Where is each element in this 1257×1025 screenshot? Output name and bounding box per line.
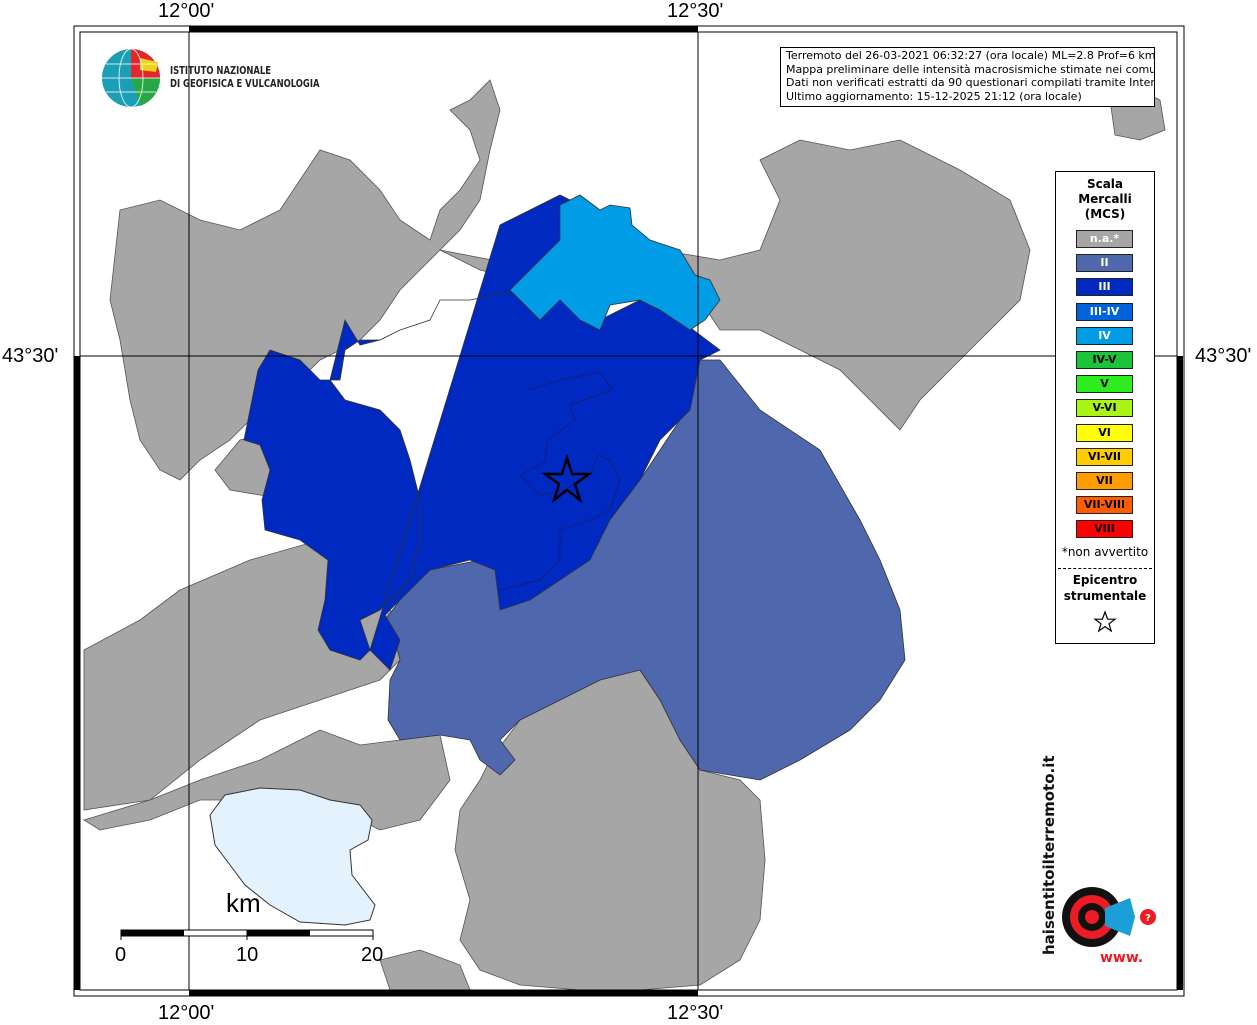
event-info-line4: Ultimo aggiornamento: 15-12-2025 21:12 (… (786, 89, 1082, 103)
scale-label-0: 0 (115, 944, 127, 966)
legend-swatch-iv-v: IV-V (1076, 351, 1133, 369)
haisentito-logo-icon: ? (1062, 887, 1156, 947)
institute-name: ISTITUTO NAZIONALE DI GEOFISICA E VULCAN… (170, 64, 319, 90)
mcs-legend: Scala Mercalli (MCS) n.a.* II III III-IV IV I… (1055, 171, 1155, 644)
legend-swatch-iii-iv: III-IV (1076, 302, 1133, 321)
legend-swatch-vii: VII (1076, 472, 1133, 490)
lat-label-left: 43°30' (2, 345, 59, 367)
legend-swatch-iii: III (1076, 278, 1133, 297)
legend-swatch-vi: VI (1076, 423, 1133, 442)
legend-title: Scala Mercalli (MCS) (1056, 177, 1154, 222)
event-info-line1: Terremoto del 26-03-2021 06:32:27 (ora l… (786, 49, 1155, 62)
brand-text: haisentitoilterremoto.it (1040, 755, 1058, 955)
gray-areas (83, 79, 1166, 991)
epicenter-star-icon (541, 453, 593, 504)
event-info-box: Terremoto del 26-03-2021 06:32:27 (ora l… (780, 47, 1155, 107)
legend-epicenter-line1: Epicentro (1072, 573, 1138, 587)
legend-swatch-vii-viii: VII-VIII (1076, 496, 1133, 515)
lon-label-bottom-left: 12°00' (158, 1002, 215, 1024)
scale-label-20: 20 (361, 944, 384, 966)
intensity-iii-area (243, 194, 721, 671)
svg-text:?: ? (1145, 913, 1151, 924)
legend-swatch-viii: VIII (1076, 520, 1133, 539)
institute-line1: ISTITUTO NAZIONALE (170, 64, 272, 77)
legend-note: *non avvertito (1061, 545, 1149, 559)
lon-label-top-left: 12°00' (158, 0, 215, 22)
intensity-ii-area (384, 359, 906, 781)
legend-swatch-v-vi: V-VI (1076, 399, 1133, 418)
scale-label-10: 10 (236, 944, 259, 966)
legend-title-line2: Mercalli (1078, 192, 1132, 206)
legend-divider (1058, 568, 1152, 569)
legend-title-line3: (MCS) (1084, 207, 1126, 221)
graticule (80, 32, 1177, 990)
legend-swatch-ii: II (1076, 254, 1133, 273)
legend-epicenter-line2: strumentale (1063, 589, 1147, 603)
intensity-iv-area (509, 194, 721, 331)
scale-unit: km (226, 888, 261, 918)
legend-swatch-vi-vii: VI-VII (1076, 447, 1133, 466)
event-info-line2: Mappa preliminare delle intensità macros… (786, 62, 1155, 76)
ingv-logo-icon (102, 48, 161, 108)
legend-epicenter-label: Epicentro strumentale (1056, 572, 1154, 604)
brand-www: www. (1100, 950, 1144, 966)
lake (209, 787, 376, 926)
legend-title-line1: Scala (1086, 177, 1124, 191)
map-frame (73, 25, 1185, 997)
institute-line2: DI GEOFISICA E VULCANOLOGIA (170, 77, 320, 90)
legend-swatch-n-a-: n.a.* (1076, 230, 1133, 248)
lat-label-right: 43°30' (1195, 345, 1252, 367)
scale-bar (120, 929, 374, 940)
event-info-line3: Dati non verificati estratti da 90 quest… (786, 76, 1155, 89)
legend-swatch-iv: IV (1076, 326, 1133, 345)
lon-label-top-right: 12°30' (667, 0, 724, 22)
legend-star-icon (1093, 610, 1117, 633)
legend-swatch-v: V (1076, 375, 1133, 394)
lon-label-bottom-right: 12°30' (667, 1002, 724, 1024)
